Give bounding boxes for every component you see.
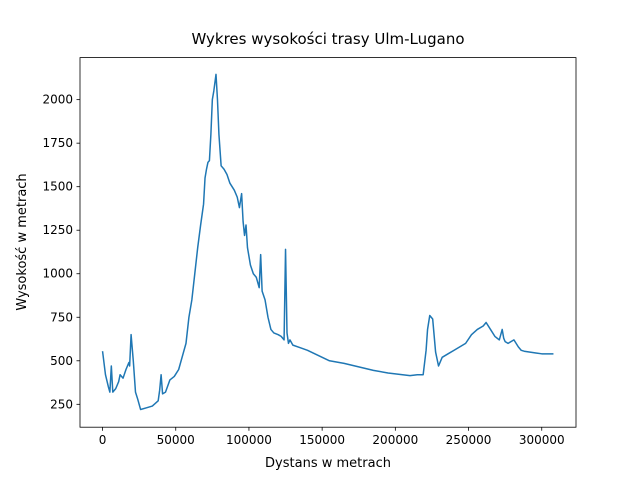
y-tick-label: 1250: [42, 223, 73, 237]
elevation-line: [101, 73, 554, 411]
x-tick-label: 150000: [299, 433, 345, 447]
x-tick-label: 100000: [226, 433, 272, 447]
y-tick-label: 1750: [42, 136, 73, 150]
x-tick-label: 50000: [157, 433, 195, 447]
y-tick-label: 500: [50, 354, 73, 368]
x-tick-label: 250000: [446, 433, 492, 447]
plot-frame: [79, 57, 577, 428]
y-tick-label: 1500: [42, 180, 73, 194]
y-tick-label: 2000: [42, 93, 73, 107]
x-axis-label: Dystans w metrach: [265, 456, 391, 471]
x-tick-label: 0: [99, 433, 107, 447]
x-tick-label: 200000: [372, 433, 418, 447]
y-axis-label: Wysokość w metrach: [15, 173, 30, 310]
x-tick-label: 300000: [519, 433, 565, 447]
y-tick-label: 250: [50, 397, 73, 411]
chart-title: Wykres wysokości trasy Ulm-Lugano: [191, 30, 464, 48]
y-tick-label: 1000: [42, 267, 73, 281]
y-tick-label: 750: [50, 310, 73, 324]
